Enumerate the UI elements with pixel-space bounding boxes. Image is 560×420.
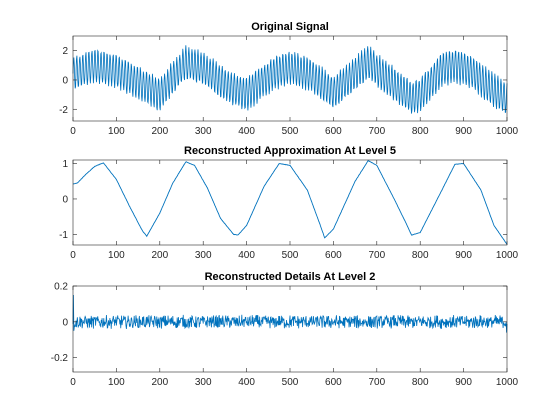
x-tick-label: 900 [455,126,472,137]
x-tick-label: 100 [108,250,125,261]
y-tick-label: 0 [62,317,68,328]
x-tick-label: 800 [412,126,429,137]
x-tick-label: 1000 [496,126,519,137]
subplot-title: Original Signal [251,21,329,33]
x-tick-label: 400 [238,126,255,137]
x-tick-label: 200 [151,377,168,388]
x-tick-label: 200 [151,250,168,261]
x-tick-label: 400 [238,377,255,388]
x-tick-label: 100 [108,126,125,137]
series-line [72,294,508,333]
subplot-details-level-2: 0 100 200 300 400 500 600 700 800 900 1000 -0.2 0 0.2… [51,271,519,388]
y-tick-label: -1 [59,230,68,241]
x-tick-label: 700 [368,126,385,137]
x-tick-label: 0 [70,250,76,261]
x-tick-label: 400 [238,250,255,261]
subplot-title: Reconstructed Approximation At Level 5 [184,145,396,157]
x-tick-label: 1000 [496,377,519,388]
series-line [72,159,508,245]
y-tick-label: 0.2 [54,282,68,293]
x-tick-label: 300 [195,126,212,137]
x-tick-label: 600 [325,377,342,388]
x-tick-label: 500 [282,377,299,388]
x-tick-label: 500 [282,250,299,261]
x-tick-label: 300 [195,377,212,388]
x-tick-label: 1000 [496,250,519,261]
y-tick-label: 2 [62,46,68,57]
subplot-approximation-level-5: 0 100 200 300 400 500 600 700 800 900 1000-101Reco… [59,145,518,261]
y-tick-label: -2 [59,105,68,116]
x-tick-label: 200 [151,126,168,137]
x-tick-label: 800 [412,377,429,388]
x-tick-label: 700 [368,377,385,388]
x-tick-label: 600 [325,250,342,261]
x-tick-label: 0 [70,377,76,388]
y-tick-label: 1 [62,159,68,170]
y-tick-label: -0.2 [51,353,69,364]
plot-area [73,160,507,245]
x-tick-label: 300 [195,250,212,261]
y-tick-label: 0 [62,194,68,205]
x-tick-label: 700 [368,250,385,261]
subplot-original-signal: 0 100 200 300 400 500 600 700 800 900 1000-202Orig… [59,21,518,137]
x-tick-label: 100 [108,377,125,388]
subplot-title: Reconstructed Details At Level 2 [205,271,376,283]
y-tick-label: 0 [62,75,68,86]
plot-area [73,286,507,372]
x-tick-label: 900 [455,377,472,388]
x-tick-label: 600 [325,126,342,137]
x-tick-label: 900 [455,250,472,261]
x-tick-label: 500 [282,126,299,137]
x-tick-label: 0 [70,126,76,137]
x-tick-label: 800 [412,250,429,261]
series-line [72,45,508,114]
